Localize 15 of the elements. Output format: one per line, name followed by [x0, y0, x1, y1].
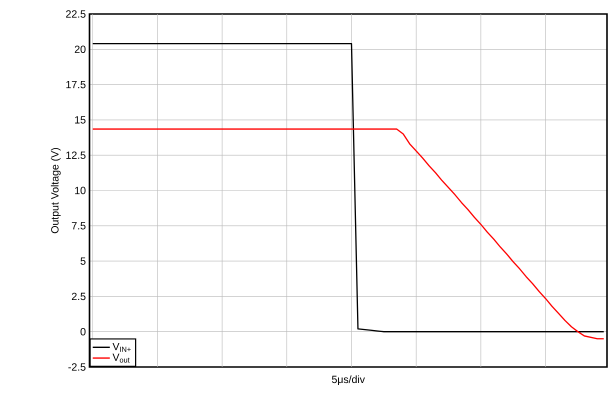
y-tick-label: 22.5 — [66, 10, 86, 18]
legend-label: V$_{IN+}$ — [112, 342, 131, 352]
y-tick-label: 10 — [75, 186, 86, 194]
y-tick-label: 17.5 — [66, 80, 86, 88]
y-tick-label: 0 — [80, 328, 86, 336]
y-tick-label: 2.5 — [72, 292, 86, 300]
y-tick-label: -2.5 — [68, 363, 86, 371]
y-tick-label: 7.5 — [72, 222, 86, 230]
y-axis-title: Output Voltage (V) — [50, 148, 61, 234]
legend-label: V$_{out}$ — [112, 354, 130, 363]
y-tick-label: 20 — [74, 46, 86, 54]
y-tick-label: 15 — [75, 116, 86, 124]
y-tick-label: 12.5 — [66, 151, 86, 159]
y-tick-label: 5 — [80, 257, 86, 265]
x-axis-title: 5μs/div — [332, 375, 365, 386]
